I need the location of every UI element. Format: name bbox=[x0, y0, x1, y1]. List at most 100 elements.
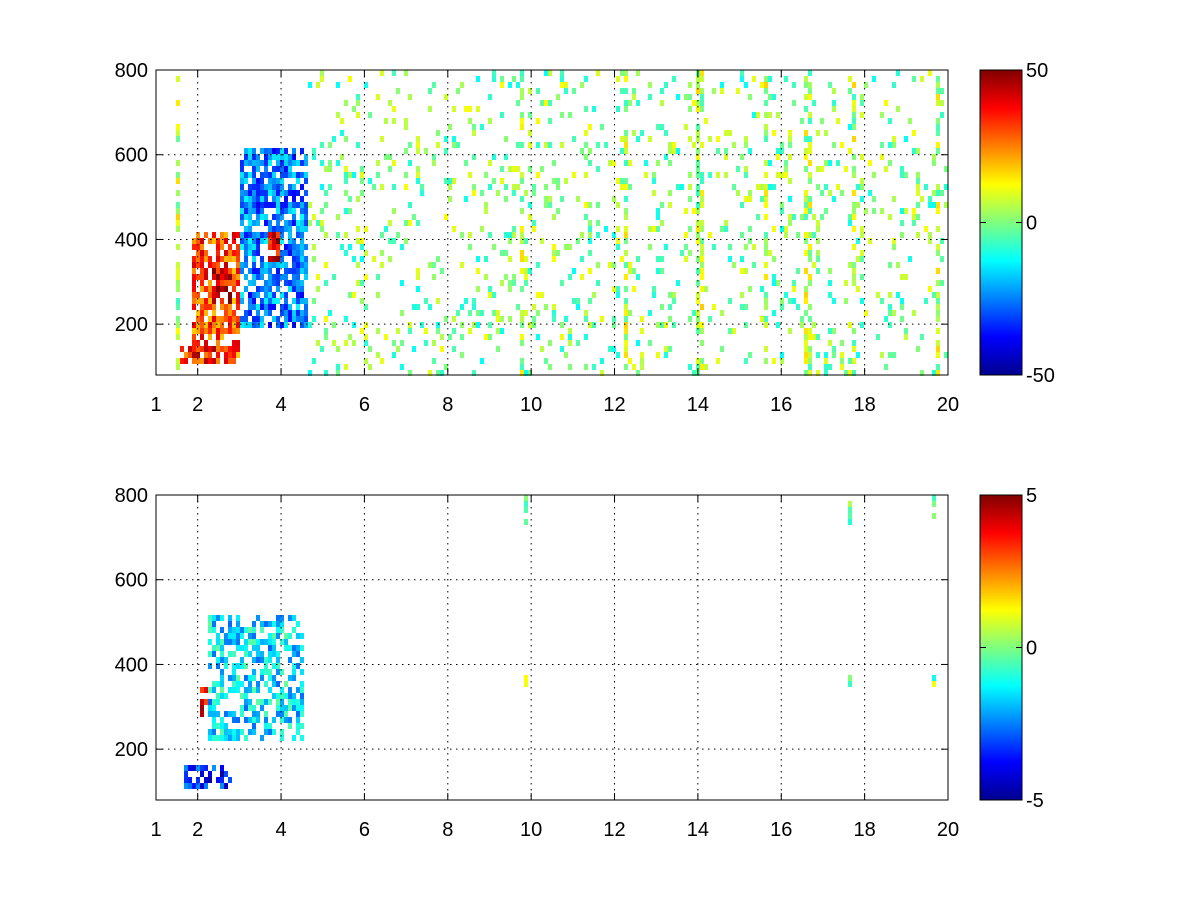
y-tick-label: 600 bbox=[115, 570, 148, 592]
heatmap-cell bbox=[236, 292, 240, 298]
heatmap-cell bbox=[856, 286, 860, 292]
heatmap-cell bbox=[668, 190, 672, 196]
heatmap-cell bbox=[216, 292, 220, 298]
heatmap-cell bbox=[520, 232, 524, 238]
heatmap-cell bbox=[600, 124, 604, 130]
heatmap-cell bbox=[192, 328, 196, 334]
heatmap-cell bbox=[488, 118, 492, 124]
heatmap-cell bbox=[264, 262, 268, 268]
heatmap-cell bbox=[380, 250, 384, 256]
heatmap-cell bbox=[248, 238, 252, 244]
heatmap-cell bbox=[552, 160, 556, 166]
heatmap-cell bbox=[192, 244, 196, 250]
heatmap-cell bbox=[536, 292, 540, 298]
heatmap-cell bbox=[932, 370, 936, 376]
heatmap-cell bbox=[852, 280, 856, 286]
heatmap-cell bbox=[660, 304, 664, 310]
heatmap-cell bbox=[288, 633, 292, 639]
heatmap-cell bbox=[244, 244, 248, 250]
heatmap-cell bbox=[476, 76, 480, 82]
heatmap-cell bbox=[300, 286, 304, 292]
heatmap-cell bbox=[936, 250, 940, 256]
heatmap-cell bbox=[176, 214, 180, 220]
heatmap-cell bbox=[412, 346, 416, 352]
heatmap-cell bbox=[572, 268, 576, 274]
heatmap-cell bbox=[220, 657, 224, 663]
heatmap-cell bbox=[296, 711, 300, 717]
heatmap-cell bbox=[276, 262, 280, 268]
heatmap-cell bbox=[288, 645, 292, 651]
heatmap-cell bbox=[212, 322, 216, 328]
heatmap-cell bbox=[928, 202, 932, 208]
heatmap-cell bbox=[776, 280, 780, 286]
heatmap-cell bbox=[320, 160, 324, 166]
heatmap-cell bbox=[532, 304, 536, 310]
heatmap-cell bbox=[508, 280, 512, 286]
heatmap-cell bbox=[824, 184, 828, 190]
heatmap-cell bbox=[248, 154, 252, 160]
heatmap-cell bbox=[300, 735, 304, 741]
heatmap-cell bbox=[276, 663, 280, 669]
heatmap-cell bbox=[232, 627, 236, 633]
heatmap-cell bbox=[860, 100, 864, 106]
heatmap-cell bbox=[268, 651, 272, 657]
heatmap-cell bbox=[912, 220, 916, 226]
heatmap-cell bbox=[692, 370, 696, 376]
heatmap-cell bbox=[208, 286, 212, 292]
heatmap-cell bbox=[768, 160, 772, 166]
heatmap-cell bbox=[616, 286, 620, 292]
heatmap-cell bbox=[408, 202, 412, 208]
heatmap-cell bbox=[852, 268, 856, 274]
heatmap-cell bbox=[560, 76, 564, 82]
heatmap-cell bbox=[536, 118, 540, 124]
heatmap-cell bbox=[620, 256, 624, 262]
heatmap-cell bbox=[820, 190, 824, 196]
heatmap-cell bbox=[636, 100, 640, 106]
heatmap-cell bbox=[536, 142, 540, 148]
heatmap-cell bbox=[304, 274, 308, 280]
heatmap-cell bbox=[244, 226, 248, 232]
heatmap-cell bbox=[824, 352, 828, 358]
heatmap-cell bbox=[772, 184, 776, 190]
heatmap-cell bbox=[280, 226, 284, 232]
heatmap-cell bbox=[800, 214, 804, 220]
heatmap-cell bbox=[216, 286, 220, 292]
heatmap-cell bbox=[616, 352, 620, 358]
heatmap-cell bbox=[800, 316, 804, 322]
heatmap-cell bbox=[244, 699, 248, 705]
heatmap-cell bbox=[532, 316, 536, 322]
heatmap-cell bbox=[488, 322, 492, 328]
heatmap-cell bbox=[696, 208, 700, 214]
heatmap-cell bbox=[256, 232, 260, 238]
heatmap-cell bbox=[908, 256, 912, 262]
heatmap-cell bbox=[244, 651, 248, 657]
heatmap-cell bbox=[624, 316, 628, 322]
heatmap-cell bbox=[452, 178, 456, 184]
heatmap-cell bbox=[292, 160, 296, 166]
heatmap-cell bbox=[500, 82, 504, 88]
heatmap-cell bbox=[252, 274, 256, 280]
heatmap-cell bbox=[740, 232, 744, 238]
heatmap-cell bbox=[808, 148, 812, 154]
heatmap-cell bbox=[280, 256, 284, 262]
heatmap-cell bbox=[808, 82, 812, 88]
heatmap-cell bbox=[620, 136, 624, 142]
heatmap-cell bbox=[256, 639, 260, 645]
heatmap-cell bbox=[268, 184, 272, 190]
heatmap-cell bbox=[268, 723, 272, 729]
heatmap-cell bbox=[200, 699, 204, 705]
heatmap-cell bbox=[700, 268, 704, 274]
heatmap-cell bbox=[552, 214, 556, 220]
heatmap-cell bbox=[300, 238, 304, 244]
heatmap-cell bbox=[692, 208, 696, 214]
heatmap-cell bbox=[840, 142, 844, 148]
heatmap-cell bbox=[292, 244, 296, 250]
heatmap-cell bbox=[344, 232, 348, 238]
heatmap-cell bbox=[436, 328, 440, 334]
heatmap-cell bbox=[280, 214, 284, 220]
heatmap-cell bbox=[284, 202, 288, 208]
heatmap-cell bbox=[772, 274, 776, 280]
heatmap-cell bbox=[528, 130, 532, 136]
heatmap-cell bbox=[220, 735, 224, 741]
heatmap-cell bbox=[228, 358, 232, 364]
